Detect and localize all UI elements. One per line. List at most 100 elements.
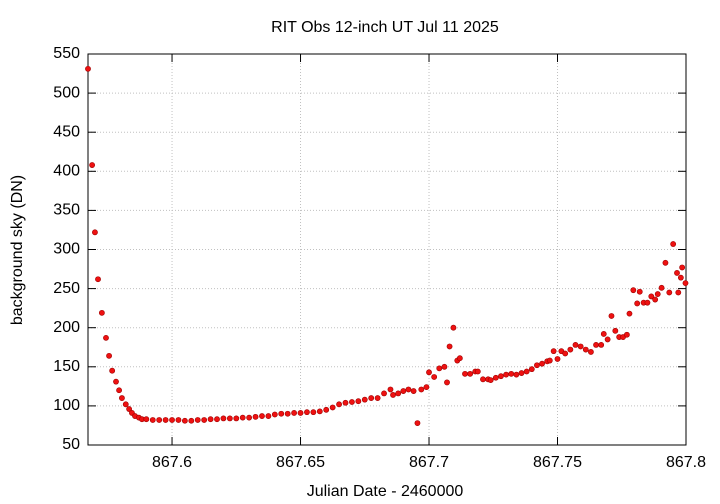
- data-point: [598, 342, 605, 348]
- data-point: [368, 395, 375, 401]
- y-tick-label: 450: [53, 123, 80, 140]
- data-point: [143, 416, 150, 423]
- data-point: [670, 241, 677, 247]
- data-point: [106, 352, 112, 359]
- plot-frame: [87, 53, 687, 446]
- data-point: [85, 65, 91, 72]
- data-point: [349, 399, 355, 405]
- data-point: [116, 387, 122, 394]
- data-point: [395, 390, 402, 397]
- data-point: [487, 377, 494, 383]
- data-point: [175, 417, 182, 423]
- data-point: [304, 409, 310, 416]
- data-point: [291, 410, 298, 416]
- data-point: [119, 395, 125, 401]
- data-point: [567, 346, 574, 353]
- data-point: [612, 327, 619, 334]
- data-point: [426, 369, 432, 376]
- data-point: [513, 371, 520, 378]
- y-tick-label: 50: [62, 436, 80, 453]
- data-point: [462, 370, 468, 377]
- data-point: [169, 417, 175, 423]
- x-tick-label: 867.7: [409, 454, 449, 471]
- data-point: [644, 299, 651, 306]
- data-point: [181, 417, 188, 424]
- data-point: [492, 374, 499, 381]
- y-tick-label: 100: [53, 397, 80, 414]
- y-tick-label: 500: [53, 84, 80, 101]
- x-tick-label: 867.8: [666, 454, 706, 471]
- data-point: [297, 410, 304, 416]
- data-point: [414, 420, 421, 427]
- data-point: [188, 417, 195, 424]
- data-point: [572, 342, 579, 348]
- y-tick-label: 150: [53, 358, 80, 375]
- data-point: [604, 336, 611, 343]
- x-tick-label: 867.6: [152, 454, 192, 471]
- data-point: [387, 386, 394, 393]
- data-point: [508, 370, 515, 377]
- data-point: [156, 417, 163, 423]
- data-point: [122, 401, 129, 408]
- data-point: [593, 342, 599, 348]
- y-tick-label: 250: [53, 280, 80, 297]
- data-point: [278, 410, 285, 417]
- data-point: [418, 386, 425, 393]
- data-point: [444, 379, 450, 386]
- data-point: [374, 395, 381, 401]
- y-tick-label: 300: [53, 241, 80, 258]
- data-point: [220, 415, 227, 422]
- data-point: [634, 300, 641, 307]
- data-point: [600, 331, 607, 337]
- data-point: [658, 284, 665, 291]
- data-point: [103, 334, 109, 341]
- data-point: [239, 414, 246, 421]
- data-point: [550, 348, 557, 355]
- data-point: [608, 313, 615, 319]
- data-point: [654, 291, 661, 297]
- data-point: [194, 417, 201, 423]
- data-point: [666, 289, 673, 296]
- data-point: [342, 399, 349, 406]
- y-axis-label: background sky (DN): [9, 175, 26, 325]
- data-point: [109, 367, 116, 374]
- data-point: [534, 362, 540, 369]
- data-point: [503, 371, 510, 378]
- data-point: [423, 384, 430, 391]
- data-point: [630, 287, 637, 294]
- data-point: [674, 270, 680, 276]
- data-point: [252, 413, 259, 420]
- data-point: [207, 416, 214, 423]
- y-tick-label: 550: [53, 45, 80, 62]
- data-point: [355, 398, 362, 405]
- data-point: [648, 293, 655, 300]
- y-tick-label: 200: [53, 319, 80, 336]
- data-point: [89, 162, 96, 168]
- data-point: [446, 343, 453, 350]
- data-point: [162, 417, 169, 423]
- data-point: [562, 350, 569, 357]
- data-point: [636, 288, 643, 295]
- data-point: [201, 417, 208, 423]
- data-point: [546, 357, 553, 364]
- data-point: [323, 406, 330, 413]
- data-point: [149, 417, 156, 423]
- x-tick-label: 867.75: [533, 454, 582, 471]
- data-point: [675, 289, 682, 296]
- data-point: [456, 355, 463, 362]
- data-point: [390, 392, 396, 398]
- data-point: [467, 370, 474, 377]
- data-point: [450, 324, 457, 331]
- data-point: [95, 276, 101, 283]
- data-point: [92, 229, 98, 236]
- data-point: [528, 366, 535, 373]
- data-point: [523, 368, 530, 375]
- data-point: [214, 416, 220, 423]
- data-point: [662, 259, 669, 266]
- data-point: [410, 388, 417, 394]
- data-point: [474, 368, 481, 375]
- data-point: [554, 356, 561, 362]
- data-point: [582, 346, 589, 353]
- x-tick-label: 867.65: [276, 454, 325, 471]
